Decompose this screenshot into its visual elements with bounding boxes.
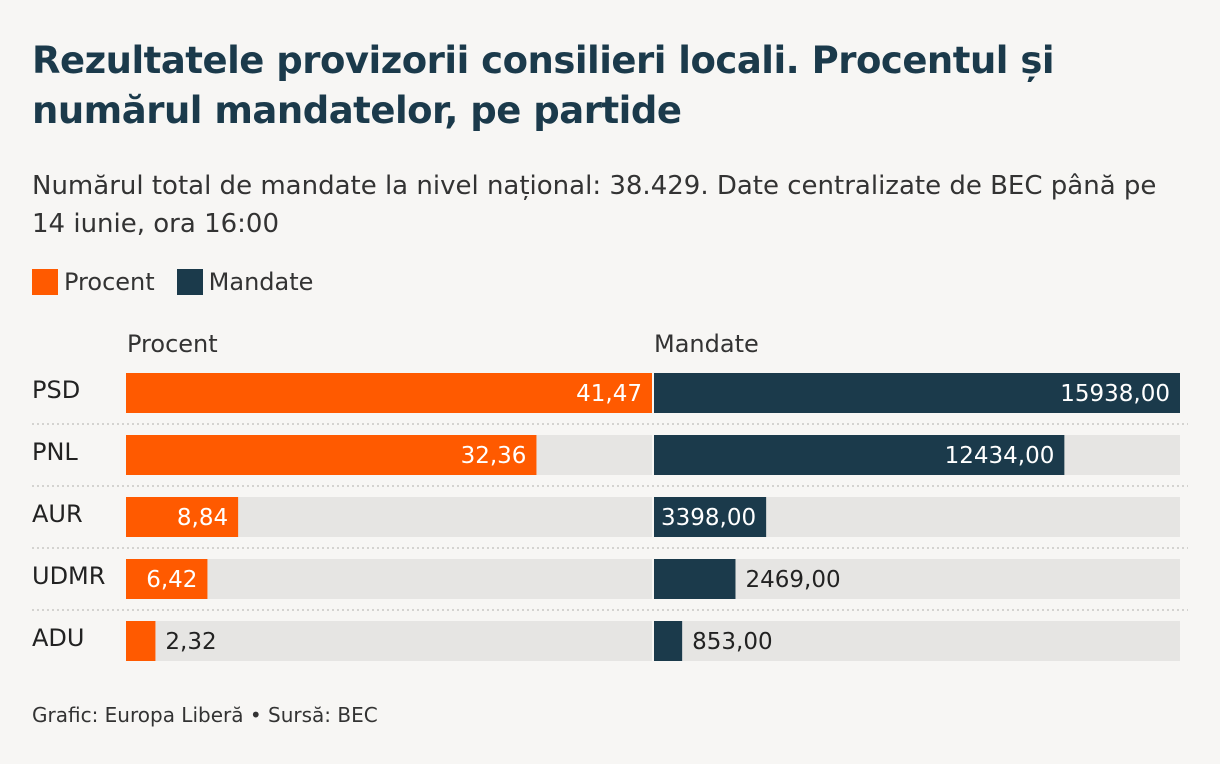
value-label-procent-pnl: 32,36: [461, 443, 527, 469]
bar-procent-adu: [126, 621, 156, 661]
legend: Procent Mandate: [32, 268, 335, 296]
bar-track-mandate-adu: [654, 621, 1180, 661]
bar-track-mandate-udmr: [654, 559, 1180, 599]
value-label-mandate-pnl: 12434,00: [945, 443, 1055, 469]
bar-mandate-adu: [654, 621, 683, 661]
value-label-procent-psd: 41,47: [576, 381, 642, 407]
category-label-aur: AUR: [32, 500, 83, 528]
bar-procent-udmr: [126, 559, 208, 599]
value-label-mandate-udmr: 2469,00: [745, 567, 840, 593]
bar-procent-pnl: [126, 435, 537, 475]
bar-procent-aur: [126, 497, 239, 537]
value-label-mandate-psd: 15938,00: [1060, 381, 1170, 407]
value-label-mandate-aur: 3398,00: [661, 505, 756, 531]
column-header-mandate: Mandate: [654, 330, 759, 358]
chart-subtitle: Numărul total de mandate la nivel națion…: [32, 171, 1157, 239]
chart-title: Rezultatele provizorii consilieri locali…: [32, 39, 1055, 132]
legend-item-procent: Procent: [32, 268, 155, 296]
legend-label-procent: Procent: [64, 268, 155, 296]
legend-item-mandate: Mandate: [176, 268, 314, 296]
bar-track-procent-adu: [126, 621, 652, 661]
bar-procent-psd: [126, 373, 652, 413]
legend-label-mandate: Mandate: [208, 268, 314, 296]
bar-mandate-pnl: [654, 435, 1065, 475]
category-label-udmr: UDMR: [32, 562, 105, 590]
legend-swatch-procent: [32, 269, 58, 295]
value-label-procent-aur: 8,84: [177, 505, 228, 531]
bar-mandate-aur: [654, 497, 767, 537]
bar-mandate-udmr: [654, 559, 736, 599]
value-label-mandate-adu: 853,00: [692, 629, 772, 655]
bar-track-procent-udmr: [126, 559, 652, 599]
value-label-procent-udmr: 6,42: [146, 567, 197, 593]
bar-mandate-psd: [654, 373, 1180, 413]
column-header-procent: Procent: [127, 330, 218, 358]
value-label-procent-adu: 2,32: [165, 629, 216, 655]
category-label-adu: ADU: [32, 624, 84, 652]
footer-source: Grafic: Europa Liberă • Sursă: BEC: [32, 703, 378, 727]
legend-swatch-mandate: [176, 269, 203, 295]
category-label-psd: PSD: [32, 376, 80, 404]
category-label-pnl: PNL: [32, 438, 78, 466]
